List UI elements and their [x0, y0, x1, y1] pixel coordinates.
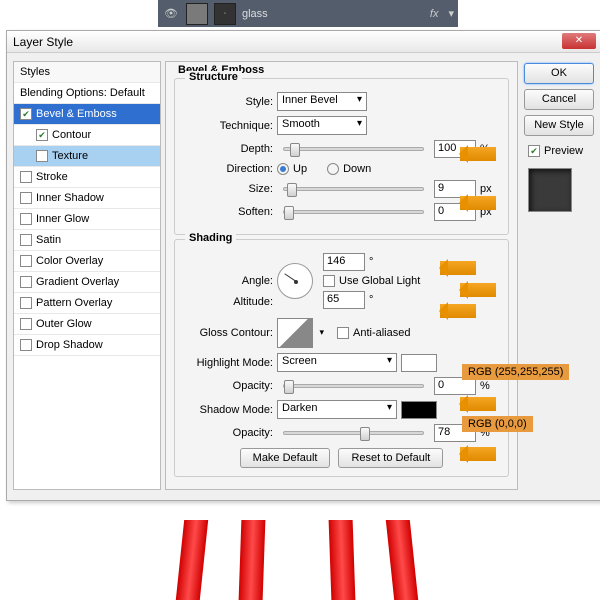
checkbox-icon[interactable]: [20, 213, 32, 225]
checkbox-icon[interactable]: [20, 297, 32, 309]
annotation-arrow: [440, 261, 476, 275]
layer-fx-badge[interactable]: fx: [430, 8, 439, 20]
inner-glow-item[interactable]: Inner Glow: [14, 209, 160, 230]
gradient-overlay-item[interactable]: Gradient Overlay: [14, 272, 160, 293]
annotation-arrow: [460, 196, 496, 210]
shadow-opacity-slider[interactable]: [283, 431, 424, 435]
styles-list: Styles Blending Options: Default Bevel &…: [13, 61, 161, 490]
visibility-icon[interactable]: 👁: [162, 7, 180, 20]
checkbox-icon[interactable]: [20, 108, 32, 120]
layer-panel-row: 👁 ▫ glass fx ▾: [158, 0, 458, 27]
checkbox-icon[interactable]: [36, 150, 48, 162]
dialog-buttons: OK Cancel New Style Preview: [522, 61, 594, 490]
checkbox-icon[interactable]: [20, 171, 32, 183]
angle-dial[interactable]: [277, 263, 313, 299]
direction-down-radio[interactable]: [327, 163, 339, 175]
gloss-contour-picker[interactable]: [277, 318, 313, 348]
background-artwork: [180, 520, 420, 600]
preview-swatch: [528, 168, 572, 212]
highlight-opacity-slider[interactable]: [283, 384, 424, 388]
texture-item[interactable]: Texture: [14, 146, 160, 167]
use-global-light-checkbox[interactable]: [323, 275, 335, 287]
size-slider[interactable]: [283, 187, 424, 191]
depth-slider[interactable]: [283, 147, 424, 151]
direction-up-radio[interactable]: [277, 163, 289, 175]
checkbox-icon[interactable]: [20, 234, 32, 246]
chevron-down-icon[interactable]: ▾: [448, 7, 454, 20]
checkbox-icon[interactable]: [20, 255, 32, 267]
shadow-color-swatch[interactable]: [401, 401, 437, 419]
bevel-emboss-item[interactable]: Bevel & Emboss: [14, 104, 160, 125]
checkbox-icon[interactable]: [36, 129, 48, 141]
outer-glow-item[interactable]: Outer Glow: [14, 314, 160, 335]
inner-shadow-item[interactable]: Inner Shadow: [14, 188, 160, 209]
preview-checkbox[interactable]: [528, 145, 540, 157]
annotation-arrow: [460, 283, 496, 297]
slider-handle[interactable]: [284, 380, 294, 394]
dialog-title-bar: Layer Style ✕: [7, 31, 600, 53]
satin-item[interactable]: Satin: [14, 230, 160, 251]
drop-shadow-item[interactable]: Drop Shadow: [14, 335, 160, 356]
layer-name[interactable]: glass: [242, 8, 424, 20]
annotation-rgb-white: RGB (255,255,255): [462, 364, 569, 380]
contour-item[interactable]: Contour: [14, 125, 160, 146]
antialiased-checkbox[interactable]: [337, 327, 349, 339]
annotation-arrow: [460, 147, 496, 161]
new-style-button[interactable]: New Style: [524, 115, 594, 136]
annotation-rgb-black: RGB (0,0,0): [462, 416, 533, 432]
annotation-arrow: [440, 304, 476, 318]
pattern-overlay-item[interactable]: Pattern Overlay: [14, 293, 160, 314]
technique-select[interactable]: Smooth: [277, 116, 367, 135]
shadow-mode-select[interactable]: Darken: [277, 400, 397, 419]
annotation-arrow: [460, 447, 496, 461]
altitude-input[interactable]: 65: [323, 291, 365, 309]
dialog-title: Layer Style: [13, 35, 73, 49]
slider-handle[interactable]: [287, 183, 297, 197]
slider-handle[interactable]: [290, 143, 300, 157]
angle-input[interactable]: 146: [323, 253, 365, 271]
blending-options-item[interactable]: Blending Options: Default: [14, 83, 160, 104]
checkbox-icon[interactable]: [20, 276, 32, 288]
close-button[interactable]: ✕: [562, 33, 596, 49]
checkbox-icon[interactable]: [20, 318, 32, 330]
stroke-item[interactable]: Stroke: [14, 167, 160, 188]
slider-handle[interactable]: [284, 206, 294, 220]
layer-mask-thumbnail[interactable]: ▫: [214, 3, 236, 25]
reset-default-button[interactable]: Reset to Default: [338, 448, 443, 468]
ok-button[interactable]: OK: [524, 63, 594, 84]
styles-header[interactable]: Styles: [14, 62, 160, 83]
cancel-button[interactable]: Cancel: [524, 89, 594, 110]
shading-label: Shading: [185, 232, 236, 244]
annotation-arrow: [460, 397, 496, 411]
layer-thumbnail[interactable]: [186, 3, 208, 25]
style-select[interactable]: Inner Bevel: [277, 92, 367, 111]
color-overlay-item[interactable]: Color Overlay: [14, 251, 160, 272]
highlight-mode-select[interactable]: Screen: [277, 353, 397, 372]
checkbox-icon[interactable]: [20, 192, 32, 204]
highlight-color-swatch[interactable]: [401, 354, 437, 372]
soften-slider[interactable]: [283, 210, 424, 214]
structure-label: Structure: [185, 71, 242, 83]
checkbox-icon[interactable]: [20, 339, 32, 351]
make-default-button[interactable]: Make Default: [240, 448, 331, 468]
slider-handle[interactable]: [360, 427, 370, 441]
